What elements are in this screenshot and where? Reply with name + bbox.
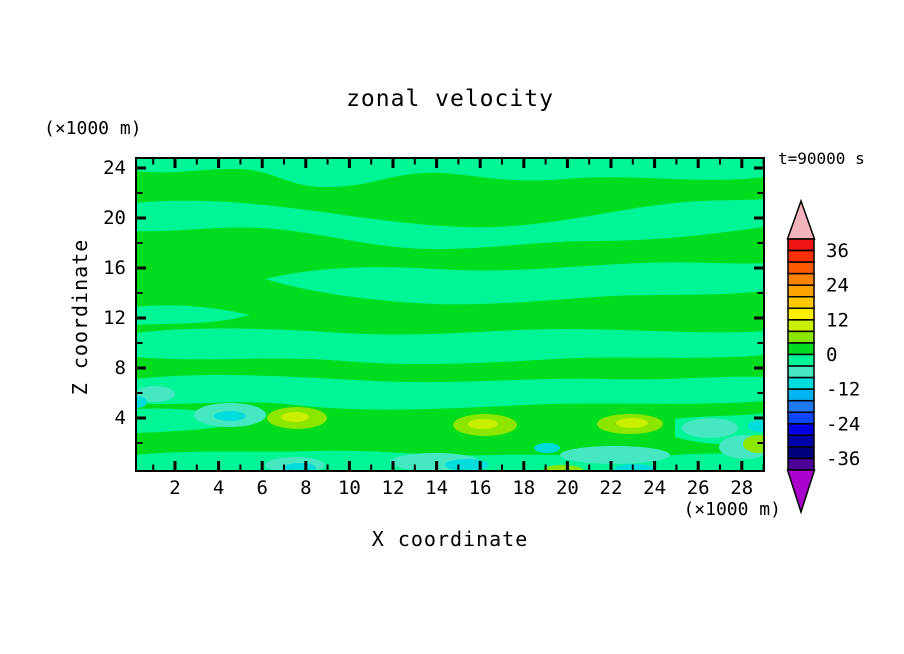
colorbar-cell xyxy=(787,365,815,379)
colorbar-under-arrow xyxy=(786,469,816,515)
colorbar-tick-label: 24 xyxy=(826,275,849,297)
colorbar-cell xyxy=(787,238,815,252)
colorbar-cell xyxy=(787,399,815,413)
colorbar-cell xyxy=(787,388,815,402)
x-tick-label: 6 xyxy=(256,477,268,499)
y-tick-label: 24 xyxy=(103,157,126,179)
plot-title: zonal velocity xyxy=(346,86,554,112)
colorbar-cell xyxy=(787,261,815,275)
colorbar-cell xyxy=(787,457,815,471)
y-tick-label: 4 xyxy=(114,407,126,429)
colorbar: 36 24 12 0 -12 -24 -36 xyxy=(786,198,860,515)
y-tick-label: 16 xyxy=(103,257,126,279)
colorbar-cells xyxy=(787,238,815,471)
colorbar-over-arrow xyxy=(786,198,816,240)
colorbar-cell xyxy=(787,284,815,298)
colorbar-tick-label: 12 xyxy=(826,309,849,331)
time-annotation: t=90000 s xyxy=(778,149,865,168)
x-tick-label: 20 xyxy=(555,477,579,499)
x-tick-label: 10 xyxy=(337,477,361,499)
colorbar-cell xyxy=(787,446,815,460)
colorbar-cell xyxy=(787,296,815,310)
colorbar-tick-label: -36 xyxy=(826,448,860,470)
colorbar-tick-labels: 36 24 12 0 -12 -24 -36 xyxy=(826,240,860,470)
x-tick-label: 12 xyxy=(381,477,405,499)
x-tick-label: 22 xyxy=(599,477,623,499)
contour-panel xyxy=(135,157,765,472)
plot-frame xyxy=(135,157,765,472)
colorbar-tick-label: 36 xyxy=(826,240,849,262)
y-tick-label: 20 xyxy=(103,207,126,229)
x-tick-label: 14 xyxy=(425,477,449,499)
axis-tick-marks xyxy=(137,159,765,470)
colorbar-cell xyxy=(787,272,815,286)
x-tick-label: 28 xyxy=(730,477,754,499)
colorbar-cell xyxy=(787,423,815,437)
x-axis-unit-label: (×1000 m) xyxy=(683,499,781,520)
colorbar-cell xyxy=(787,249,815,263)
x-tick-label: 16 xyxy=(468,477,492,499)
colorbar-cell xyxy=(787,319,815,333)
x-tick-label: 2 xyxy=(169,477,181,499)
x-tick-label: 26 xyxy=(686,477,710,499)
x-axis-title: X coordinate xyxy=(371,527,529,551)
colorbar-cell xyxy=(787,330,815,344)
colorbar-cell xyxy=(787,353,815,367)
x-tick-label: 4 xyxy=(212,477,225,499)
colorbar-cell xyxy=(787,411,815,425)
x-tick-label: 24 xyxy=(643,477,667,499)
x-tick-label: 8 xyxy=(300,477,312,499)
colorbar-tick-label: 0 xyxy=(826,344,837,366)
colorbar-cell xyxy=(787,434,815,448)
y-axis-unit-label: (×1000 m) xyxy=(44,118,142,139)
x-tick-label: 18 xyxy=(512,477,536,499)
colorbar-tick-label: -12 xyxy=(826,379,860,401)
colorbar-cell xyxy=(787,307,815,321)
y-tick-label: 12 xyxy=(103,307,126,329)
colorbar-tick-label: -24 xyxy=(826,413,860,435)
positive-maxima-blobs xyxy=(267,407,765,472)
y-tick-label: 8 xyxy=(114,357,126,379)
colorbar-cell xyxy=(787,342,815,356)
colorbar-cell xyxy=(787,376,815,390)
